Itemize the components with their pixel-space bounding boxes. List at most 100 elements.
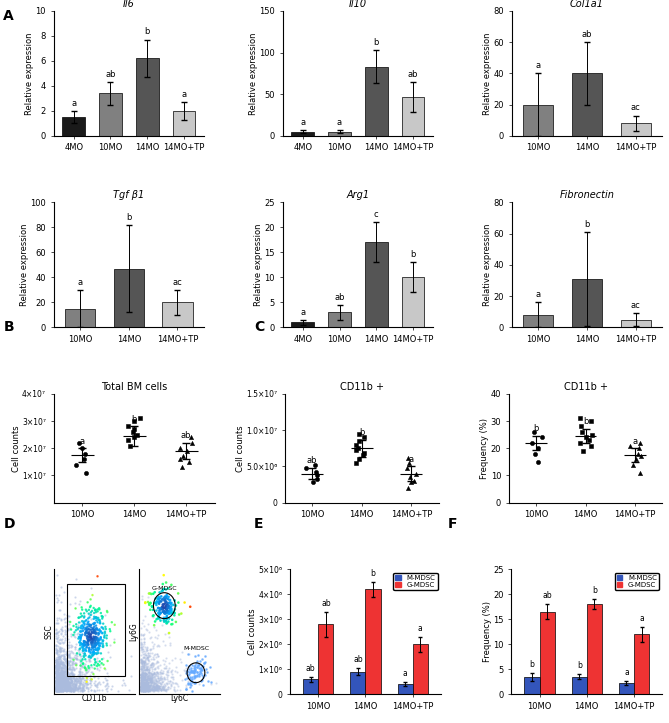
Point	[66, 667, 77, 678]
Point	[144, 674, 155, 685]
Title: Fibronectin: Fibronectin	[559, 190, 614, 200]
Point	[52, 668, 63, 680]
Point	[138, 680, 149, 692]
Point	[51, 664, 62, 675]
Point	[88, 639, 99, 651]
Point	[138, 677, 149, 688]
Point	[162, 672, 173, 683]
Point	[77, 639, 88, 651]
Point	[150, 677, 161, 688]
Point	[136, 683, 147, 695]
Point	[56, 675, 67, 687]
Point	[189, 661, 199, 672]
Point	[153, 685, 163, 696]
Point	[58, 684, 68, 696]
Point	[51, 685, 62, 697]
Point	[54, 667, 64, 679]
Point	[148, 682, 159, 693]
Point	[55, 677, 66, 688]
Point	[52, 669, 62, 681]
Point	[162, 683, 173, 695]
Point	[635, 437, 646, 448]
Point	[138, 684, 149, 696]
Point	[69, 677, 80, 688]
Point	[66, 664, 77, 675]
Point	[63, 668, 74, 680]
Point	[193, 668, 204, 680]
Point	[155, 607, 166, 619]
Point	[51, 683, 62, 695]
Point	[59, 674, 70, 685]
Point	[73, 644, 84, 656]
Point	[54, 655, 64, 667]
Point	[66, 669, 77, 681]
Point	[88, 619, 99, 630]
Point	[74, 685, 85, 697]
Point	[68, 679, 79, 690]
Point	[52, 626, 63, 638]
Point	[91, 625, 102, 637]
Point	[64, 680, 75, 691]
Point	[153, 630, 163, 641]
Point	[138, 646, 149, 657]
Point	[52, 658, 63, 669]
Point	[98, 623, 109, 635]
Point	[157, 683, 168, 695]
Point	[70, 591, 80, 603]
Point	[139, 684, 150, 696]
Point	[145, 675, 155, 686]
Point	[76, 662, 87, 673]
Point	[140, 677, 151, 688]
Point	[155, 675, 166, 686]
Point	[136, 669, 147, 681]
Point	[62, 612, 73, 624]
Point	[90, 659, 100, 671]
Point	[56, 680, 66, 691]
Point	[170, 677, 181, 688]
Point	[56, 650, 67, 662]
Point	[55, 651, 66, 662]
Point	[66, 675, 77, 687]
Point	[148, 659, 159, 671]
Point	[86, 652, 96, 664]
Point	[136, 671, 147, 683]
Bar	[540, 612, 555, 694]
Point	[62, 649, 72, 661]
Point	[56, 684, 66, 696]
Point	[140, 683, 151, 695]
Point	[55, 669, 66, 680]
Point	[97, 613, 108, 625]
Point	[74, 631, 85, 643]
Point	[52, 658, 63, 669]
Point	[56, 664, 67, 675]
Point	[50, 659, 61, 671]
Point	[138, 669, 149, 681]
Point	[139, 682, 150, 693]
Point	[86, 673, 96, 685]
Point	[154, 667, 165, 678]
Point	[92, 635, 103, 646]
Point	[138, 685, 149, 696]
Point	[636, 450, 646, 462]
Bar	[62, 117, 85, 136]
Point	[58, 669, 69, 680]
Point	[141, 682, 152, 693]
Point	[136, 660, 147, 672]
Point	[59, 657, 70, 669]
Point	[92, 647, 102, 659]
Point	[71, 621, 82, 633]
Text: ab: ab	[306, 664, 316, 673]
Point	[92, 635, 102, 646]
Point	[89, 632, 100, 643]
Point	[54, 664, 65, 676]
Point	[54, 658, 64, 669]
Point	[66, 676, 77, 688]
Point	[58, 674, 69, 685]
Point	[52, 632, 63, 643]
Point	[140, 666, 151, 677]
Point	[100, 672, 110, 684]
Point	[60, 675, 70, 687]
Point	[142, 666, 153, 677]
Point	[136, 669, 147, 681]
Point	[74, 680, 84, 691]
